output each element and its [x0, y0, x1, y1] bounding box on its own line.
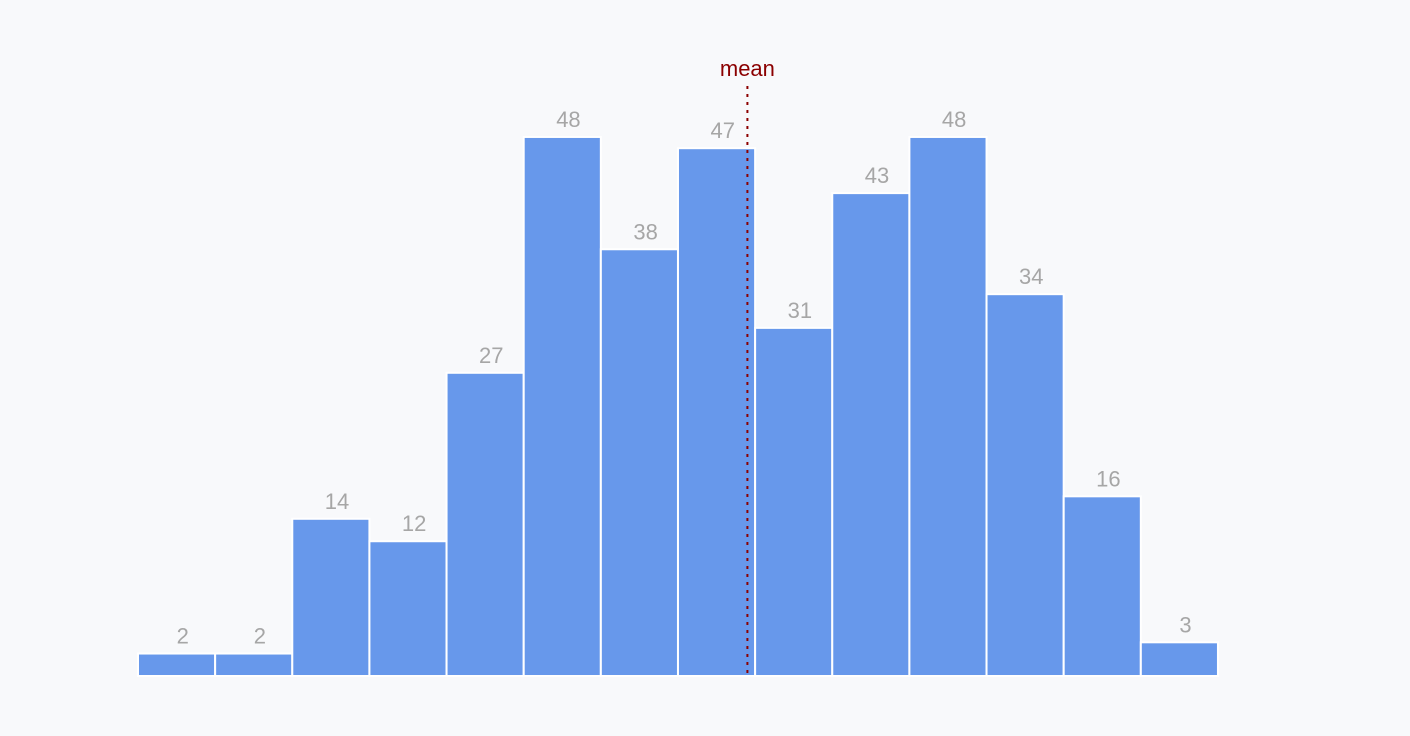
bar-value-label-3: 14: [325, 489, 349, 514]
histogram-bar-3: [291, 517, 371, 678]
histogram-bar-14: [1139, 641, 1219, 677]
histogram-bar-2: [214, 652, 294, 677]
histogram-bar-10: [831, 192, 911, 678]
bar-value-label-4: 12: [402, 511, 426, 536]
histogram-bar-6: [522, 135, 602, 677]
bar-value-label-5: 27: [479, 343, 503, 368]
histogram-bar-12: [985, 293, 1065, 677]
bar-value-label-11: 48: [942, 107, 966, 132]
bar-value-label-8: 47: [710, 118, 734, 143]
histogram-bar-4: [368, 540, 448, 677]
bar-value-label-6: 48: [556, 107, 580, 132]
histogram-bar-7: [599, 248, 679, 677]
histogram-bar-13: [1062, 495, 1142, 677]
histogram-bar-1: [137, 652, 217, 677]
bars-layer: [137, 135, 1219, 678]
histogram-bar-9: [754, 326, 834, 677]
bar-value-label-7: 38: [633, 219, 657, 244]
bar-value-label-10: 43: [865, 163, 889, 188]
histogram-bar-5: [445, 371, 525, 677]
bar-value-label-1: 2: [177, 624, 189, 649]
data-labels-layer: 2 2 14 12 27 48 38 47 31 43 48 34 16 3: [177, 107, 1192, 649]
bar-value-label-9: 31: [788, 298, 812, 323]
histogram-bar-8: [676, 147, 757, 677]
mean-label: mean: [720, 56, 775, 81]
bar-value-label-12: 34: [1019, 264, 1043, 289]
histogram-bar-11: [908, 135, 988, 677]
bar-value-label-2: 2: [254, 624, 266, 649]
annotation-layer: mean: [720, 56, 775, 676]
bar-value-label-13: 16: [1096, 466, 1120, 491]
bar-value-label-14: 3: [1179, 612, 1191, 637]
